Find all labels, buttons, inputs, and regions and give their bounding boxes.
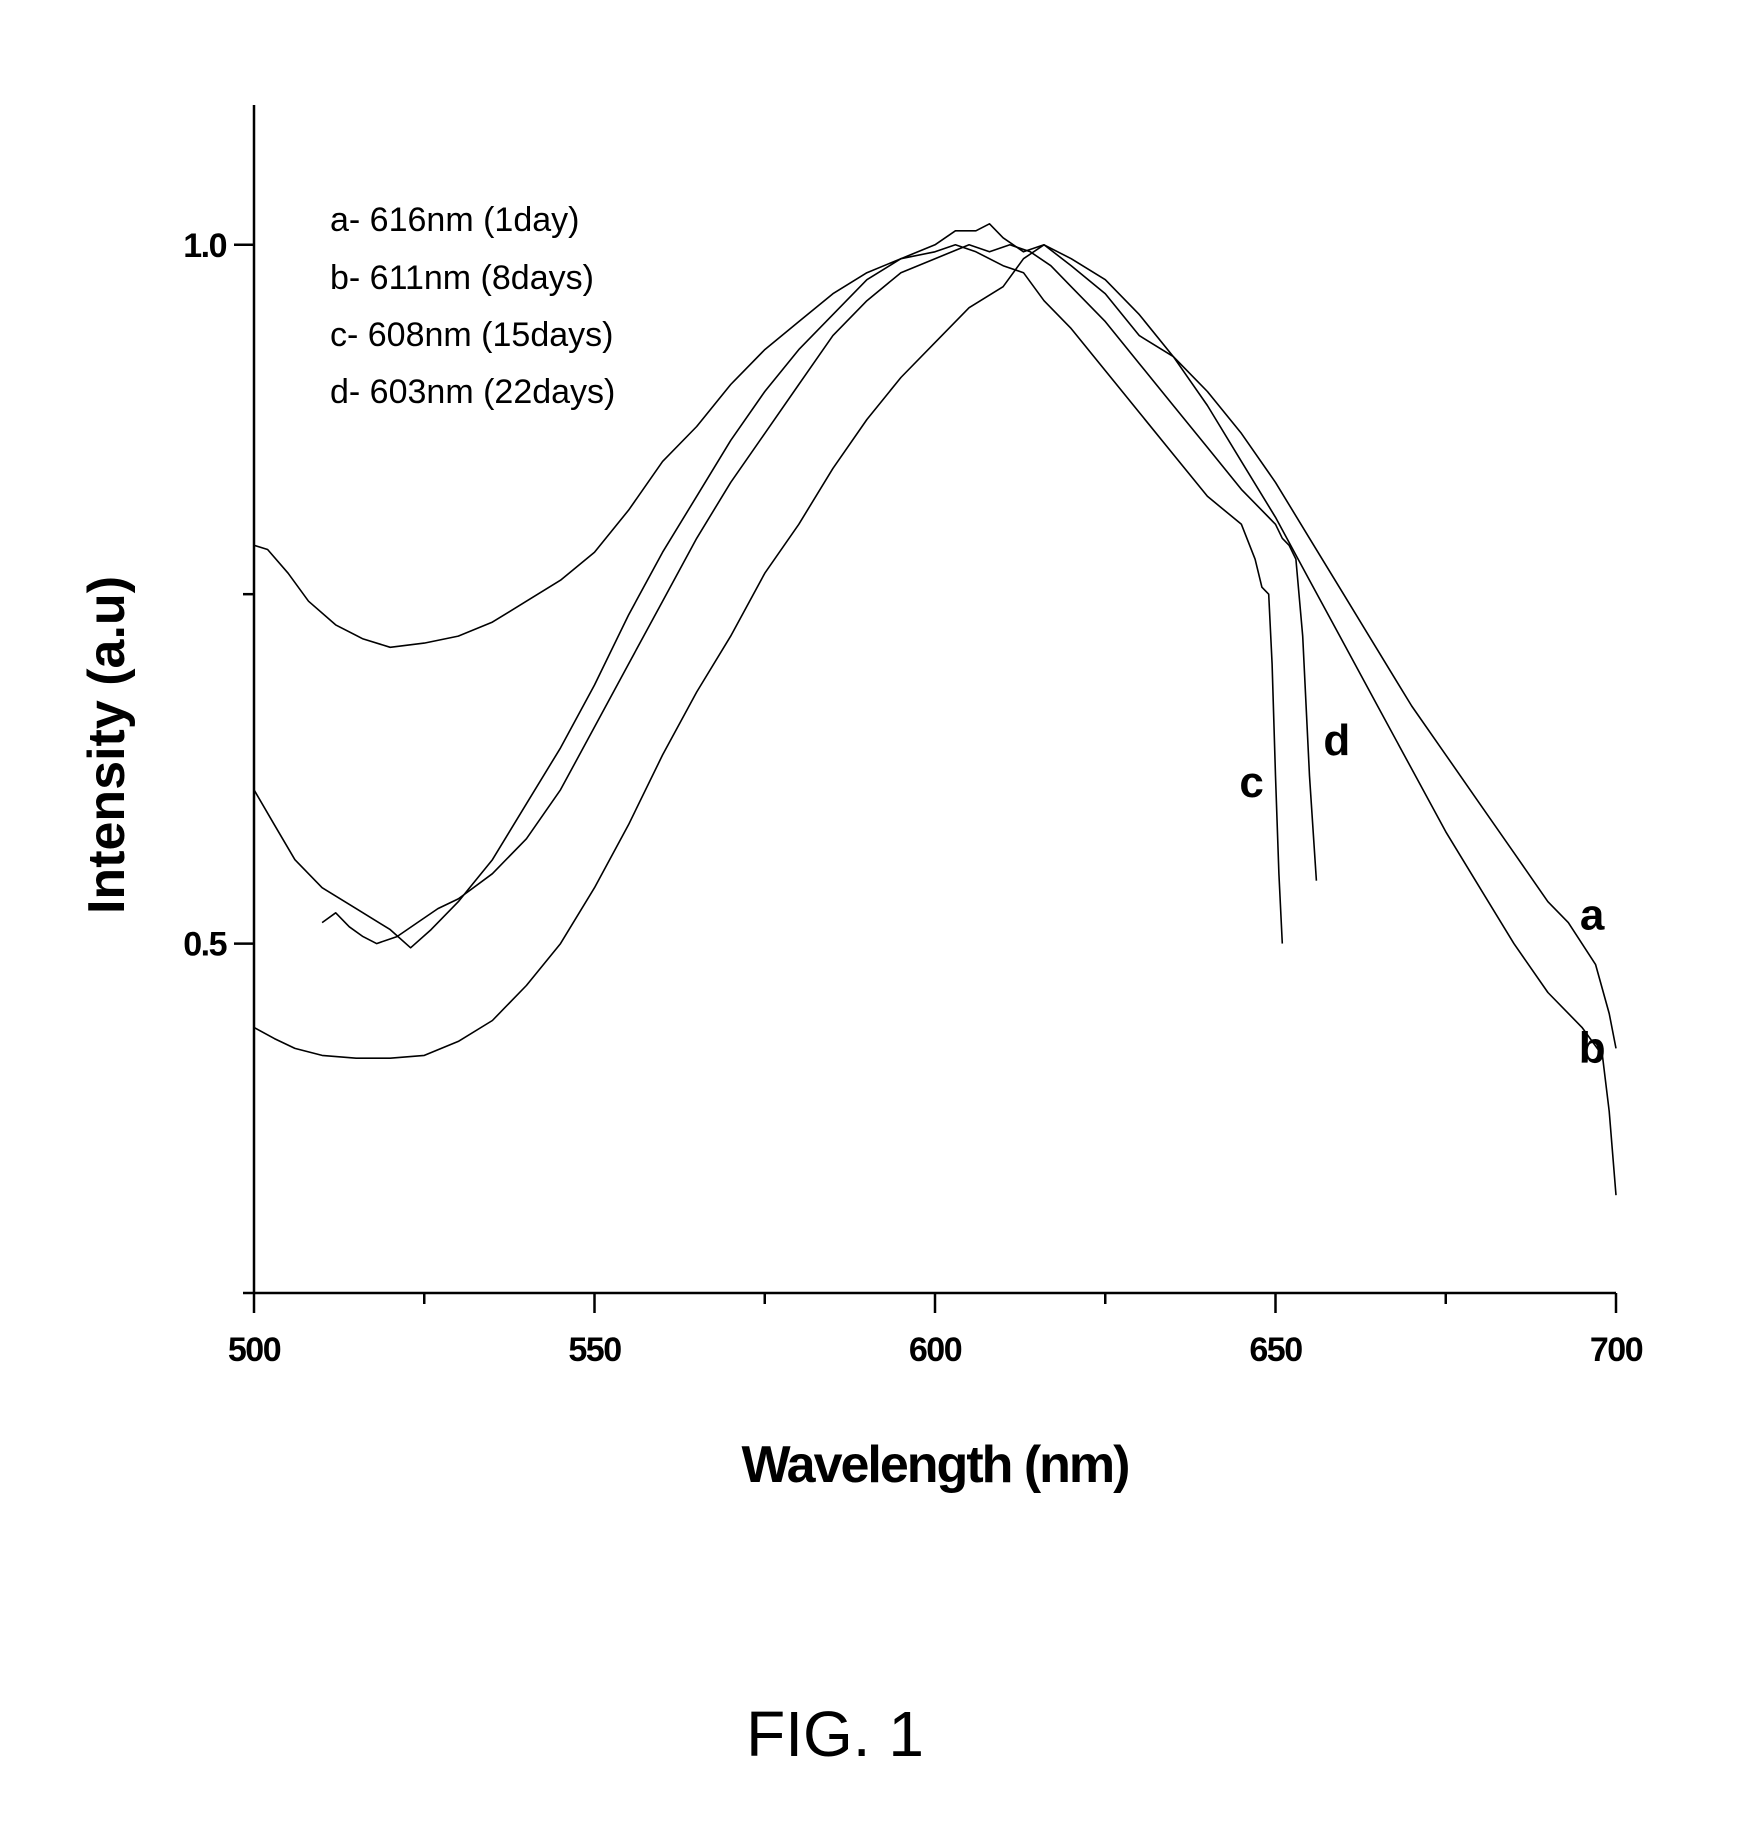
x-tick-label: 600 <box>909 1331 962 1369</box>
legend-entry-d: d- 603nm (22days) <box>330 373 615 411</box>
curve-label-a: a <box>1580 891 1605 940</box>
y-tick-label: 1.0 <box>183 227 226 265</box>
legend-entry-a: a- 616nm (1day) <box>330 201 579 239</box>
x-tick-label: 550 <box>568 1331 621 1369</box>
y-axis-label: Intensity (a.u) <box>78 576 136 914</box>
figure-caption: FIG. 1 <box>746 1698 924 1770</box>
curve-label-c: c <box>1239 758 1263 807</box>
series-lines <box>254 224 1616 1195</box>
legend-entry-c: c- 608nm (15days) <box>330 316 613 354</box>
legend: a- 616nm (1day) b- 611nm (8days) c- 608n… <box>330 201 615 411</box>
x-axis-label: Wavelength (nm) <box>742 1436 1129 1494</box>
curve-label-b: b <box>1579 1023 1606 1072</box>
x-tick-label: 500 <box>228 1331 281 1369</box>
y-tick-label: 0.5 <box>183 926 226 964</box>
x-tick-label: 650 <box>1249 1331 1302 1369</box>
curve-label-d: d <box>1323 716 1350 765</box>
curve-labels: a b c d <box>1239 716 1605 1072</box>
figure: 500 550 600 650 700 0.5 1.0 a b c d a- 616nm (1da… <box>0 0 1760 1828</box>
legend-entry-b: b- 611nm (8days) <box>330 259 594 297</box>
x-tick-label: 700 <box>1590 1331 1643 1369</box>
